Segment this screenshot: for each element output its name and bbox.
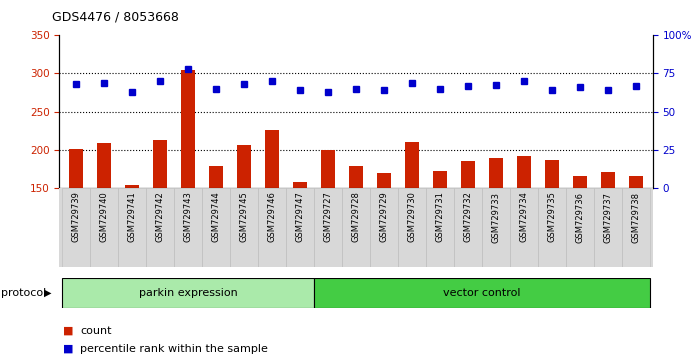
Text: GSM729727: GSM729727 (323, 192, 332, 242)
Bar (90, 188, 118, 267)
Bar (629, 176, 643, 188)
Bar (258, 188, 286, 267)
Bar (181, 70, 195, 188)
Bar (489, 158, 503, 188)
Bar (433, 171, 447, 188)
Bar (146, 188, 174, 267)
Bar (293, 182, 307, 188)
Bar (349, 166, 363, 188)
Bar (566, 188, 594, 267)
Bar (69, 149, 83, 188)
Text: GSM729747: GSM729747 (295, 192, 304, 242)
Bar (230, 188, 258, 267)
Bar (97, 143, 111, 188)
Text: GSM729740: GSM729740 (100, 192, 109, 242)
Bar (237, 145, 251, 188)
Bar (573, 176, 587, 188)
Bar (622, 188, 650, 267)
Bar (321, 149, 335, 188)
Bar (314, 188, 342, 267)
Bar (461, 161, 475, 188)
Bar (62, 278, 314, 308)
Bar (601, 172, 615, 188)
Bar (314, 278, 650, 308)
Bar (370, 188, 398, 267)
Text: ■: ■ (63, 326, 73, 336)
Text: GDS4476 / 8053668: GDS4476 / 8053668 (52, 11, 179, 24)
Text: GSM729732: GSM729732 (463, 192, 473, 242)
Bar (125, 184, 139, 188)
Text: GSM729745: GSM729745 (239, 192, 248, 242)
Text: GSM729738: GSM729738 (631, 192, 640, 242)
Text: parkin expression: parkin expression (139, 288, 237, 298)
Text: GSM729741: GSM729741 (128, 192, 137, 242)
Bar (510, 188, 538, 267)
Text: GSM729731: GSM729731 (436, 192, 445, 242)
Text: vector control: vector control (443, 288, 521, 298)
Bar (545, 160, 559, 188)
Text: count: count (80, 326, 112, 336)
Text: GSM729739: GSM729739 (72, 192, 81, 242)
Bar (342, 188, 370, 267)
Bar (538, 188, 566, 267)
Bar (517, 156, 531, 188)
Bar (62, 188, 90, 267)
Bar (454, 188, 482, 267)
Bar (153, 141, 167, 188)
Text: GSM729735: GSM729735 (547, 192, 556, 242)
Bar (118, 188, 146, 267)
Text: ▶: ▶ (44, 288, 52, 298)
Bar (286, 188, 314, 267)
Bar (377, 173, 391, 188)
Text: GSM729734: GSM729734 (519, 192, 528, 242)
Text: GSM729730: GSM729730 (408, 192, 417, 242)
Bar (174, 188, 202, 267)
Text: GSM729728: GSM729728 (352, 192, 360, 242)
Bar (426, 188, 454, 267)
Text: GSM729746: GSM729746 (267, 192, 276, 242)
Text: GSM729737: GSM729737 (603, 192, 612, 242)
Text: GSM729742: GSM729742 (156, 192, 165, 242)
Text: percentile rank within the sample: percentile rank within the sample (80, 344, 268, 354)
Text: GSM729729: GSM729729 (380, 192, 389, 242)
Bar (482, 188, 510, 267)
Bar (405, 142, 419, 188)
Text: ■: ■ (63, 344, 73, 354)
Bar (398, 188, 426, 267)
Text: GSM729736: GSM729736 (575, 192, 584, 242)
Bar (209, 166, 223, 188)
Text: GSM729744: GSM729744 (211, 192, 221, 242)
Bar (265, 130, 279, 188)
Bar (594, 188, 622, 267)
Text: GSM729743: GSM729743 (184, 192, 193, 242)
Bar (202, 188, 230, 267)
Text: protocol: protocol (1, 288, 47, 298)
Text: GSM729733: GSM729733 (491, 192, 500, 242)
